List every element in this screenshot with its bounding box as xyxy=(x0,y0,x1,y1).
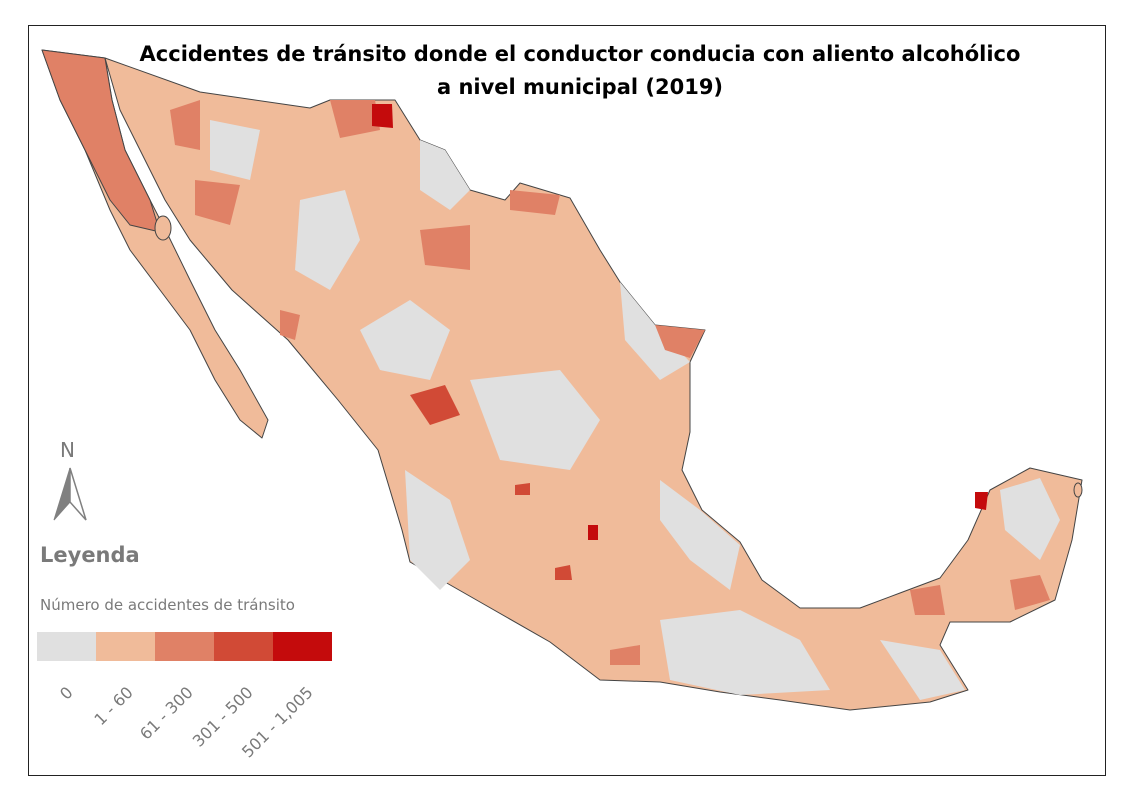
region-zero-sonora xyxy=(210,120,260,180)
map-frame xyxy=(28,25,1106,776)
region-zero-chiapas xyxy=(880,640,965,700)
region-zero-center xyxy=(470,370,600,470)
region-zero-chihuahua xyxy=(295,190,360,290)
region-zero-tamaulipas xyxy=(620,282,690,380)
north-arrow-icon xyxy=(53,467,87,521)
region-high-nl xyxy=(510,190,560,215)
region-max-merida xyxy=(975,492,988,510)
island-tiburon xyxy=(154,215,172,241)
map-title: Accidentes de tránsito donde el conducto… xyxy=(120,38,1040,104)
region-high-juarez xyxy=(330,100,380,138)
region-zero-coahuila xyxy=(420,140,470,210)
region-max-leon xyxy=(588,525,598,540)
region-zero-sinaloa xyxy=(405,470,470,590)
legend-swatch-1 xyxy=(96,632,155,661)
legend-swatch-2 xyxy=(155,632,214,661)
region-vhigh-durango xyxy=(410,385,460,425)
north-label: N xyxy=(60,438,75,462)
legend-title: Leyenda xyxy=(40,543,140,567)
region-high-coahuila xyxy=(420,225,470,270)
region-zero-oaxaca xyxy=(660,610,830,695)
region-vhigh-aguascalientes xyxy=(515,483,530,495)
legend-swatch-0 xyxy=(37,632,96,661)
legend-swatch-4 xyxy=(273,632,332,661)
region-high-sonora xyxy=(195,180,240,225)
legend-subtitle: Número de accidentes de tránsito xyxy=(40,596,295,614)
title-line-1: Accidentes de tránsito donde el conducto… xyxy=(139,42,1021,66)
region-zero-durango xyxy=(360,300,450,380)
region-high-campeche xyxy=(910,585,945,615)
legend-color-bar xyxy=(37,632,332,661)
region-high-sinaloa xyxy=(280,310,300,340)
region-vhigh-gto xyxy=(555,565,572,580)
region-high-quintana xyxy=(1010,575,1050,610)
region-zero-veracruz xyxy=(660,480,740,590)
region-high-tamaulipas xyxy=(655,325,705,358)
region-max-juarez xyxy=(372,104,393,128)
region-high-guerrero xyxy=(610,645,640,665)
region-zero-yucatan xyxy=(1000,478,1060,560)
legend-swatch-3 xyxy=(214,632,273,661)
island-cozumel xyxy=(1073,482,1083,498)
region-high-sonora2 xyxy=(170,100,200,150)
title-line-2: a nivel municipal (2019) xyxy=(436,75,724,99)
